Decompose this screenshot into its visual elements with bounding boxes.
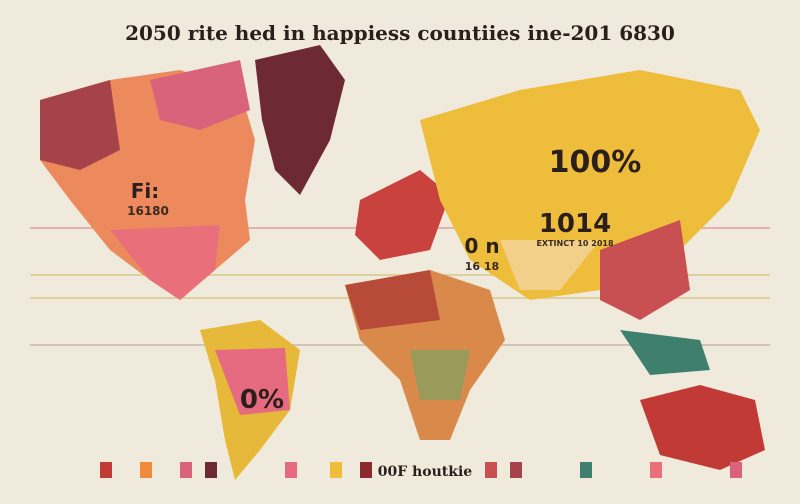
legend-text: 00F houtkie — [378, 464, 472, 480]
map-sublabel: 16180 — [127, 204, 169, 218]
europe — [355, 170, 450, 260]
legend-swatch — [330, 462, 342, 478]
greenland — [255, 45, 345, 195]
brazil — [215, 348, 290, 415]
legend-swatch — [730, 462, 742, 478]
central-africa — [410, 350, 470, 400]
legend-swatch — [140, 462, 152, 478]
map-sublabel: 16 18 — [465, 260, 499, 273]
legend-swatch — [360, 462, 372, 478]
map-label: 100% — [549, 145, 642, 180]
australia — [640, 385, 765, 470]
east-asia — [600, 220, 690, 320]
legend-swatches — [100, 462, 742, 478]
map-label: 1014 — [539, 209, 611, 239]
legend-swatch — [580, 462, 592, 478]
legend-swatch — [510, 462, 522, 478]
legend-swatch — [180, 462, 192, 478]
middle-asia — [500, 240, 600, 290]
canada-north — [150, 60, 250, 130]
map-label: 0 n — [464, 234, 499, 258]
map-sublabel: EXTINCT 10 2018 — [536, 239, 613, 248]
alaska — [40, 80, 120, 170]
legend-swatch — [650, 462, 662, 478]
title: 2050 rite hed in happiess countiies ine-… — [125, 21, 675, 45]
usa-south — [110, 225, 220, 300]
legend-swatch — [485, 462, 497, 478]
north-africa — [345, 270, 440, 330]
legend-swatch — [285, 462, 297, 478]
legend-swatch — [205, 462, 217, 478]
south-east-asia — [620, 330, 710, 375]
map-label: Fi: — [131, 179, 160, 203]
legend-swatch — [100, 462, 112, 478]
map-label: 0% — [240, 385, 284, 415]
